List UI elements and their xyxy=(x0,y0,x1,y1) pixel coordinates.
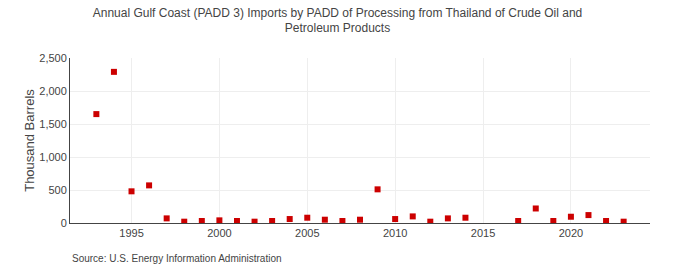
svg-text:1,500: 1,500 xyxy=(39,118,67,130)
svg-text:0: 0 xyxy=(61,217,67,229)
svg-text:1,000: 1,000 xyxy=(39,151,67,163)
svg-text:2000: 2000 xyxy=(207,227,231,239)
svg-text:2010: 2010 xyxy=(383,227,407,239)
svg-text:2,000: 2,000 xyxy=(39,85,67,97)
svg-text:Source: U.S. Energy Informatio: Source: U.S. Energy Information Administ… xyxy=(72,253,282,264)
svg-text:2015: 2015 xyxy=(471,227,495,239)
svg-text:2,500: 2,500 xyxy=(39,52,67,64)
svg-text:2020: 2020 xyxy=(559,227,583,239)
svg-text:Annual Gulf Coast (PADD 3) Imp: Annual Gulf Coast (PADD 3) Imports by PA… xyxy=(93,6,583,36)
svg-text:Thousand Barrels: Thousand Barrels xyxy=(22,89,37,192)
svg-text:2005: 2005 xyxy=(295,227,319,239)
svg-text:500: 500 xyxy=(48,184,66,196)
svg-text:1995: 1995 xyxy=(119,227,143,239)
